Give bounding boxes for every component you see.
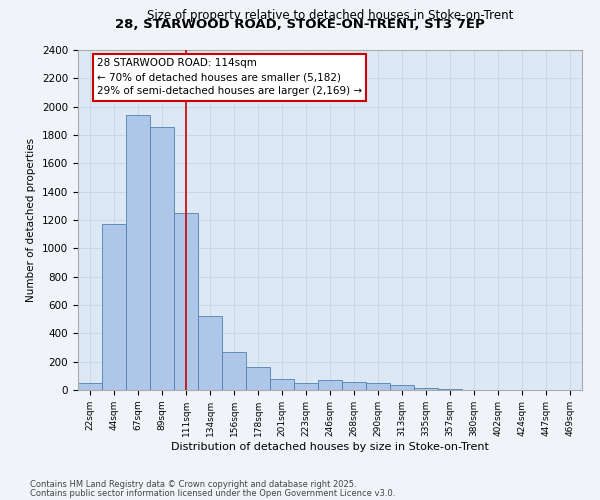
Bar [78, 383, 102, 390]
Bar [270, 378, 294, 390]
Y-axis label: Number of detached properties: Number of detached properties [26, 138, 37, 302]
Bar [390, 385, 414, 390]
Text: Contains public sector information licensed under the Open Government Licence v3: Contains public sector information licen… [30, 488, 395, 498]
Bar [174, 213, 198, 390]
Bar [342, 382, 366, 390]
Text: 28 STARWOOD ROAD: 114sqm
← 70% of detached houses are smaller (5,182)
29% of sem: 28 STARWOOD ROAD: 114sqm ← 70% of detach… [97, 58, 362, 96]
Text: Contains HM Land Registry data © Crown copyright and database right 2025.: Contains HM Land Registry data © Crown c… [30, 480, 356, 489]
Bar [414, 388, 438, 390]
Bar [318, 380, 342, 390]
Bar [246, 368, 270, 390]
Title: Size of property relative to detached houses in Stoke-on-Trent: Size of property relative to detached ho… [147, 10, 513, 22]
Bar [126, 115, 150, 390]
X-axis label: Distribution of detached houses by size in Stoke-on-Trent: Distribution of detached houses by size … [171, 442, 489, 452]
Text: 28, STARWOOD ROAD, STOKE-ON-TRENT, ST3 7EP: 28, STARWOOD ROAD, STOKE-ON-TRENT, ST3 7… [115, 18, 485, 30]
Bar [198, 316, 222, 390]
Bar [222, 352, 246, 390]
Bar [150, 126, 174, 390]
Bar [294, 383, 318, 390]
Bar [366, 383, 390, 390]
Bar [102, 224, 126, 390]
